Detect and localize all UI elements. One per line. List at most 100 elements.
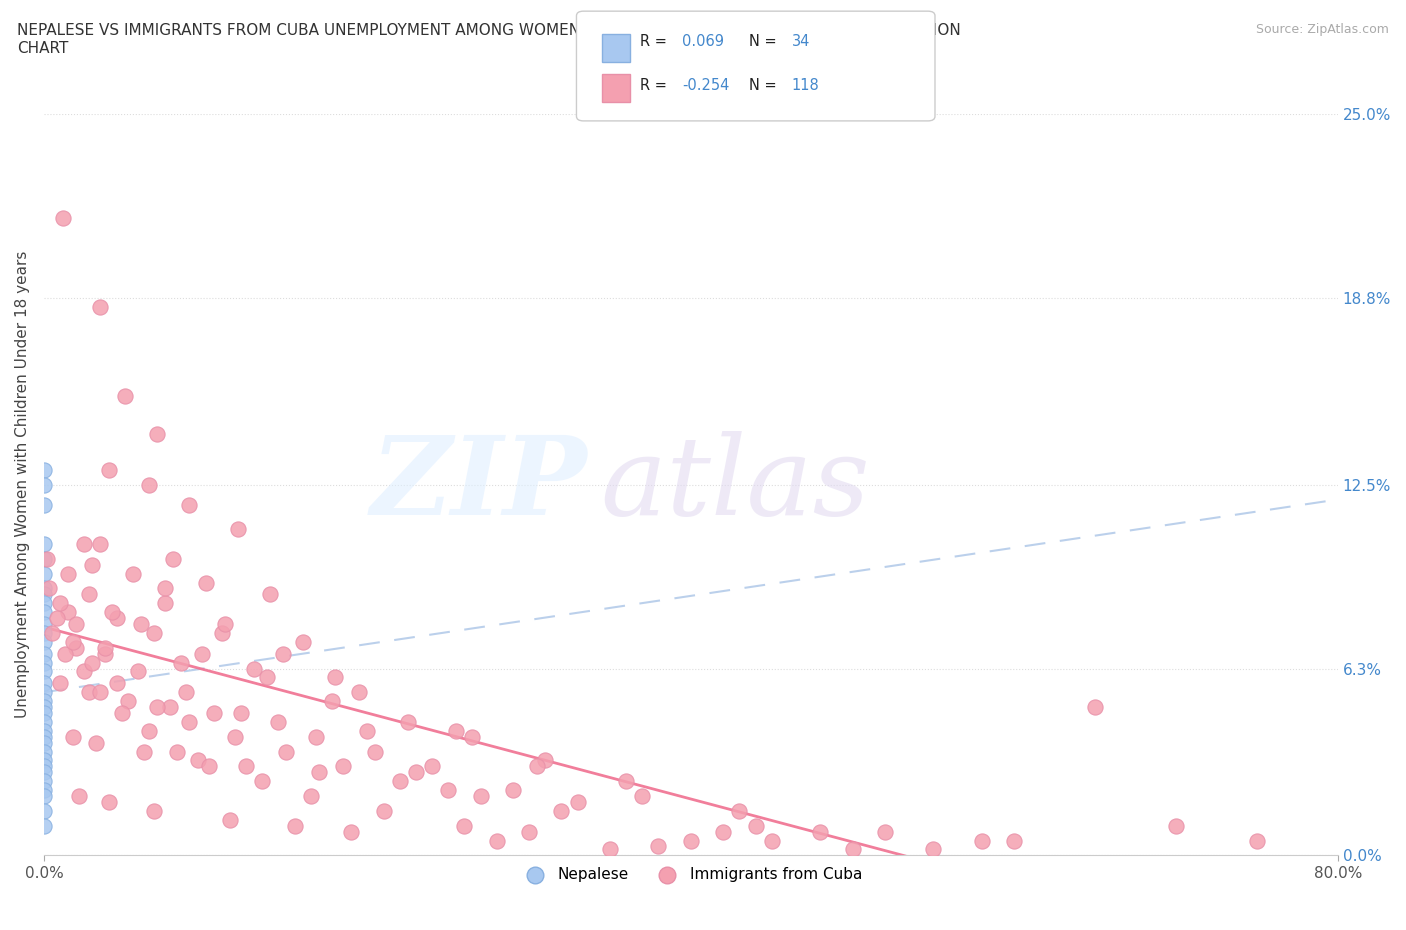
Point xyxy=(32,684,55,699)
Point xyxy=(744,818,766,833)
Point xyxy=(252,774,274,789)
Point xyxy=(37,551,59,566)
Point xyxy=(84,736,107,751)
Text: 34: 34 xyxy=(792,34,810,49)
Point xyxy=(446,724,468,738)
Point xyxy=(32,783,55,798)
Point xyxy=(69,789,91,804)
Point xyxy=(97,794,120,809)
Point xyxy=(970,833,993,848)
Point xyxy=(142,626,165,641)
Point xyxy=(194,575,217,590)
Point xyxy=(32,596,55,611)
Point xyxy=(517,824,540,839)
Point xyxy=(127,664,149,679)
Point xyxy=(101,604,124,619)
Point xyxy=(170,655,193,670)
Point xyxy=(89,299,111,314)
Point xyxy=(32,617,55,631)
Point xyxy=(32,764,55,779)
Point xyxy=(219,812,242,827)
Point xyxy=(32,774,55,789)
Point xyxy=(32,587,55,602)
Point xyxy=(32,581,55,596)
Point xyxy=(340,824,363,839)
Point xyxy=(32,477,55,492)
Point xyxy=(299,789,322,804)
Point xyxy=(110,706,132,721)
Point xyxy=(243,661,266,676)
Legend: Nepalese, Immigrants from Cuba: Nepalese, Immigrants from Cuba xyxy=(513,861,869,888)
Text: R =: R = xyxy=(640,34,671,49)
Point xyxy=(73,537,96,551)
Point xyxy=(32,736,55,751)
Point xyxy=(53,646,76,661)
Point xyxy=(631,789,654,804)
Point xyxy=(364,744,387,759)
Point xyxy=(614,774,637,789)
Point xyxy=(256,670,278,684)
Point xyxy=(332,759,354,774)
Point xyxy=(49,596,72,611)
Point xyxy=(470,789,492,804)
Point xyxy=(32,664,55,679)
Point xyxy=(32,818,55,833)
Point xyxy=(211,626,233,641)
Point xyxy=(32,626,55,641)
Point xyxy=(45,611,67,626)
Text: 0.069: 0.069 xyxy=(682,34,724,49)
Point xyxy=(226,522,249,537)
Point xyxy=(284,818,307,833)
Point xyxy=(142,804,165,818)
Point xyxy=(94,641,117,656)
Point xyxy=(89,537,111,551)
Point xyxy=(761,833,783,848)
Point xyxy=(271,646,294,661)
Point xyxy=(32,634,55,649)
Point xyxy=(138,724,160,738)
Point xyxy=(82,557,104,572)
Point xyxy=(32,789,55,804)
Point xyxy=(174,684,197,699)
Point xyxy=(437,783,460,798)
Point xyxy=(420,759,443,774)
Point xyxy=(134,744,156,759)
Point xyxy=(711,824,734,839)
Point xyxy=(32,706,55,721)
Point xyxy=(32,759,55,774)
Point xyxy=(191,646,214,661)
Point xyxy=(308,764,330,779)
Text: R =: R = xyxy=(640,78,671,93)
Point xyxy=(32,537,55,551)
Point xyxy=(922,842,945,857)
Point xyxy=(198,759,221,774)
Point xyxy=(52,210,75,225)
Point xyxy=(32,699,55,714)
Point xyxy=(267,714,290,729)
Point xyxy=(461,729,484,744)
Point xyxy=(405,764,427,779)
Point xyxy=(647,839,669,854)
Point xyxy=(166,744,188,759)
Point xyxy=(453,818,475,833)
Point xyxy=(32,498,55,512)
Point xyxy=(138,477,160,492)
Point xyxy=(259,587,281,602)
Point xyxy=(32,462,55,477)
Text: N =: N = xyxy=(749,78,782,93)
Point xyxy=(32,694,55,709)
Point xyxy=(276,744,298,759)
Point xyxy=(356,724,378,738)
Point xyxy=(32,714,55,729)
Point xyxy=(162,551,184,566)
Point xyxy=(526,759,548,774)
Point xyxy=(235,759,257,774)
Point xyxy=(105,676,128,691)
Point xyxy=(808,824,831,839)
Point xyxy=(304,729,326,744)
Point xyxy=(56,604,79,619)
Point xyxy=(32,566,55,581)
Point xyxy=(550,804,572,818)
Point xyxy=(62,634,84,649)
Point xyxy=(65,617,87,631)
